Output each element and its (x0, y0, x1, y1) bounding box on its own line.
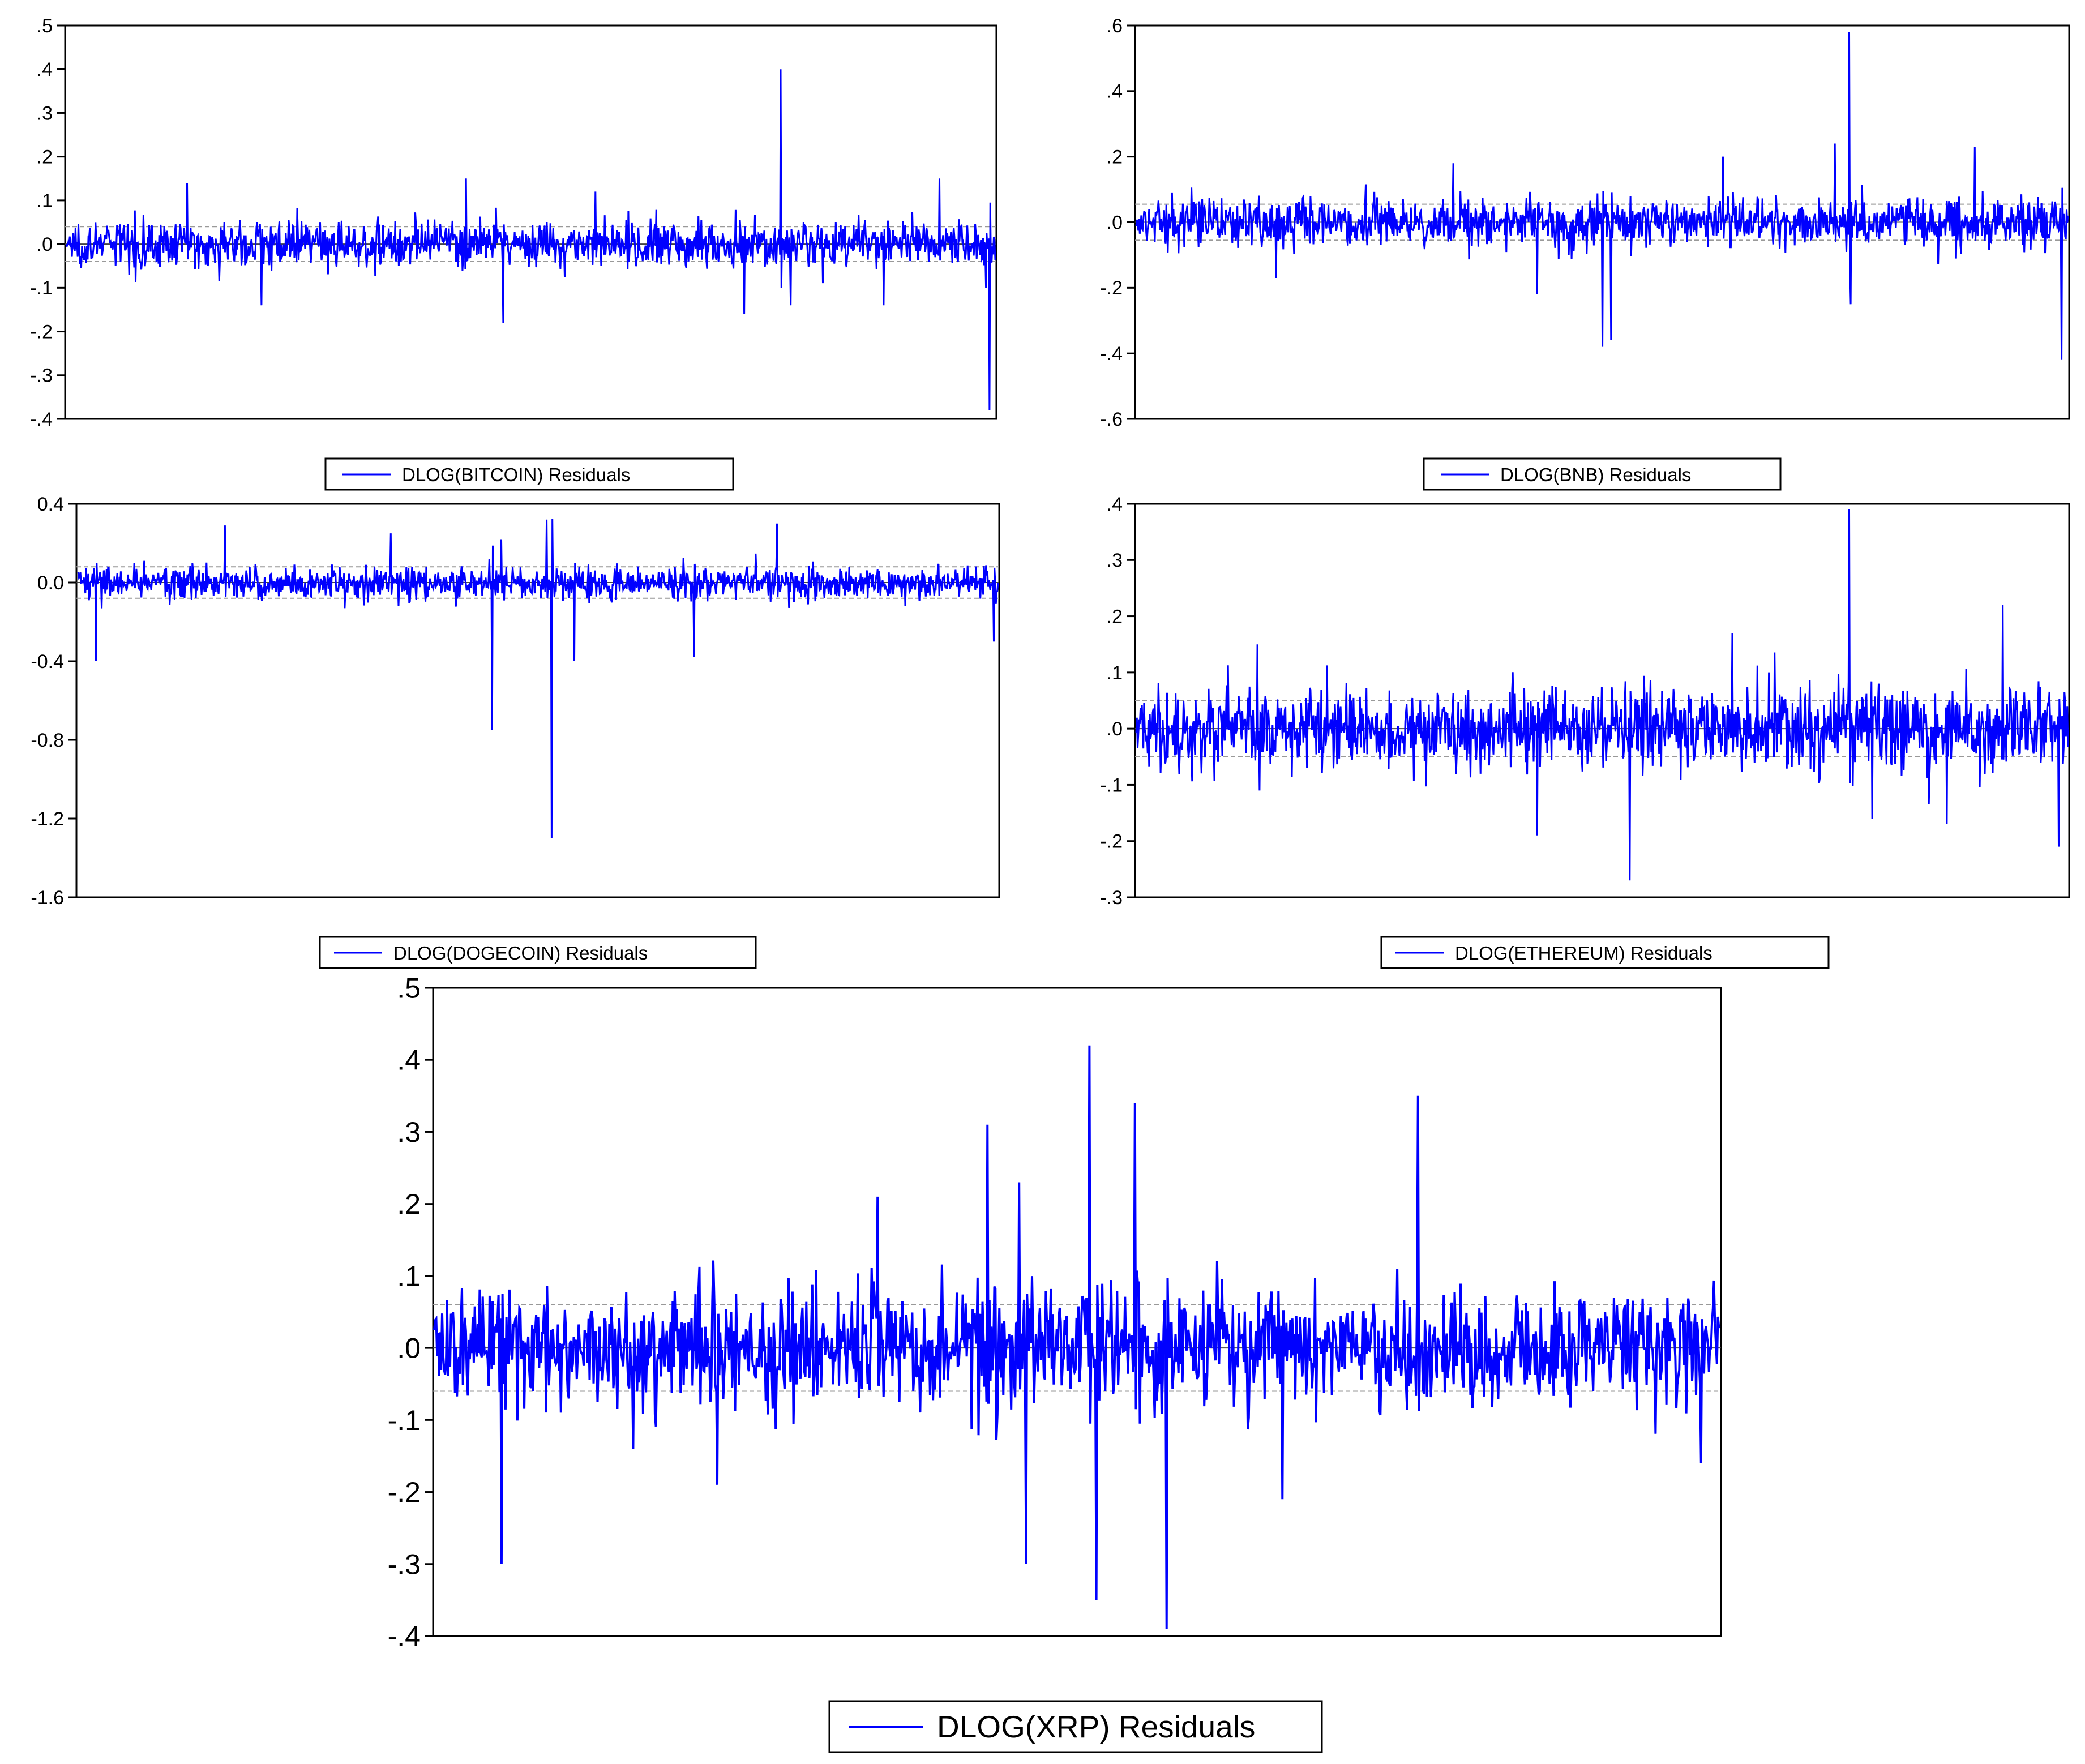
y-tick-label: -.3 (30, 365, 53, 387)
residual-series-line (1135, 509, 2069, 881)
legend: DLOG(ETHEREUM) Residuals (1380, 936, 1830, 969)
y-tick-label: .3 (37, 102, 53, 124)
y-tick-label: .4 (397, 1044, 421, 1076)
y-tick-label: .0 (37, 234, 53, 255)
y-tick-label: .2 (397, 1188, 421, 1220)
y-tick-label: 0.0 (37, 572, 64, 594)
y-tick-label: -.1 (30, 277, 53, 299)
chart-dogecoin: 0.4 0.0 -0.4 -0.8 -1.2 -1.6 DLOG(DOGECOIN) Re… (31, 494, 1000, 969)
chart-xrp: .5 .4 .3 .2 .1 .0 -.1 -.2 -.3 -.4 DLOG(XRP) Resid… (388, 973, 1722, 1753)
y-tick-label: 0.4 (37, 494, 64, 515)
residual-series-line (65, 69, 996, 410)
y-tick-label: -.2 (388, 1476, 421, 1508)
y-tick-label: .1 (37, 190, 53, 212)
y-tick-label: .2 (37, 147, 53, 168)
y-tick-label: .3 (1107, 550, 1123, 571)
y-tick-label: .1 (1107, 662, 1123, 684)
y-tick-label: -0.4 (31, 651, 64, 673)
y-tick-label: .3 (397, 1116, 421, 1148)
y-tick-label: -.2 (1100, 277, 1123, 299)
y-tick-label: .6 (1107, 15, 1123, 37)
y-axis: .6 .4 .2 .0 -.2 -.4 -.6 (1100, 15, 1135, 430)
y-tick-label: -.1 (388, 1405, 421, 1436)
y-tick-label: .4 (1107, 494, 1123, 515)
y-tick-label: .5 (37, 15, 53, 37)
legend-box (319, 936, 757, 969)
chart-bnb: .6 .4 .2 .0 -.2 -.4 -.6 DLOG(BNB) Residuals (1100, 15, 2070, 491)
y-tick-label: .2 (1107, 606, 1123, 627)
y-tick-label: -.4 (388, 1621, 421, 1652)
legend-label: DLOG(BITCOIN) Residuals (402, 464, 630, 485)
y-tick-label: .5 (397, 973, 421, 1004)
y-tick-label: -.1 (1100, 774, 1123, 796)
plot-frame (75, 503, 1000, 898)
y-axis: .5 .4 .3 .2 .1 .0 -.1 -.2 -.3 -.4 (388, 973, 433, 1652)
y-tick-label: .0 (397, 1333, 421, 1364)
plot-frame (432, 987, 1722, 1637)
legend-label: DLOG(ETHEREUM) Residuals (1455, 943, 1712, 964)
y-tick-label: -1.6 (31, 887, 64, 909)
legend-label: DLOG(BNB) Residuals (1500, 464, 1691, 485)
y-tick-label: .1 (397, 1260, 421, 1292)
legend: DLOG(XRP) Residuals (828, 1700, 1323, 1753)
y-tick-label: .4 (1107, 81, 1123, 102)
y-tick-label: .2 (1107, 147, 1123, 168)
y-axis: .4 .3 .2 .1 .0 -.1 -.2 -.3 (1100, 494, 1135, 909)
legend-box (324, 457, 734, 491)
legend-label: DLOG(XRP) Residuals (937, 1709, 1255, 1744)
legend: DLOG(DOGECOIN) Residuals (319, 936, 757, 969)
legend: DLOG(BITCOIN) Residuals (324, 457, 734, 491)
y-tick-label: .0 (1107, 212, 1123, 233)
residual-series-line (433, 1045, 1721, 1629)
y-tick-label: .4 (37, 59, 53, 80)
y-tick-label: -1.2 (31, 808, 64, 830)
y-axis: .5 .4 .3 .2 .1 .0 -.1 -.2 -.3 -.4 (30, 15, 65, 430)
legend-box (828, 1700, 1323, 1753)
legend-label: DLOG(DOGECOIN) Residuals (393, 943, 648, 964)
y-tick-label: -.3 (388, 1548, 421, 1580)
y-tick-label: -0.8 (31, 730, 64, 751)
y-tick-label: -.2 (30, 321, 53, 342)
legend: DLOG(BNB) Residuals (1423, 457, 1782, 491)
chart-ethereum: .4 .3 .2 .1 .0 -.1 -.2 -.3 DLOG(ETHEREUM) Resid… (1100, 494, 2070, 969)
chart-bitcoin: .5 .4 .3 .2 .1 .0 -.1 -.2 -.3 -.4 DLOG(BITCOIN) R… (30, 15, 997, 491)
residual-series-line (77, 519, 999, 838)
y-tick-label: -.4 (1100, 343, 1123, 365)
y-tick-label: -.6 (1100, 409, 1123, 430)
y-tick-label: -.2 (1100, 831, 1123, 853)
legend-box (1380, 936, 1830, 969)
y-tick-label: -.4 (30, 409, 53, 430)
y-tick-label: .0 (1107, 718, 1123, 740)
y-axis: 0.4 0.0 -0.4 -0.8 -1.2 -1.6 (31, 494, 76, 909)
y-tick-label: -.3 (1100, 887, 1123, 909)
residual-series-line (1135, 32, 2069, 360)
plot-frame (64, 24, 997, 420)
